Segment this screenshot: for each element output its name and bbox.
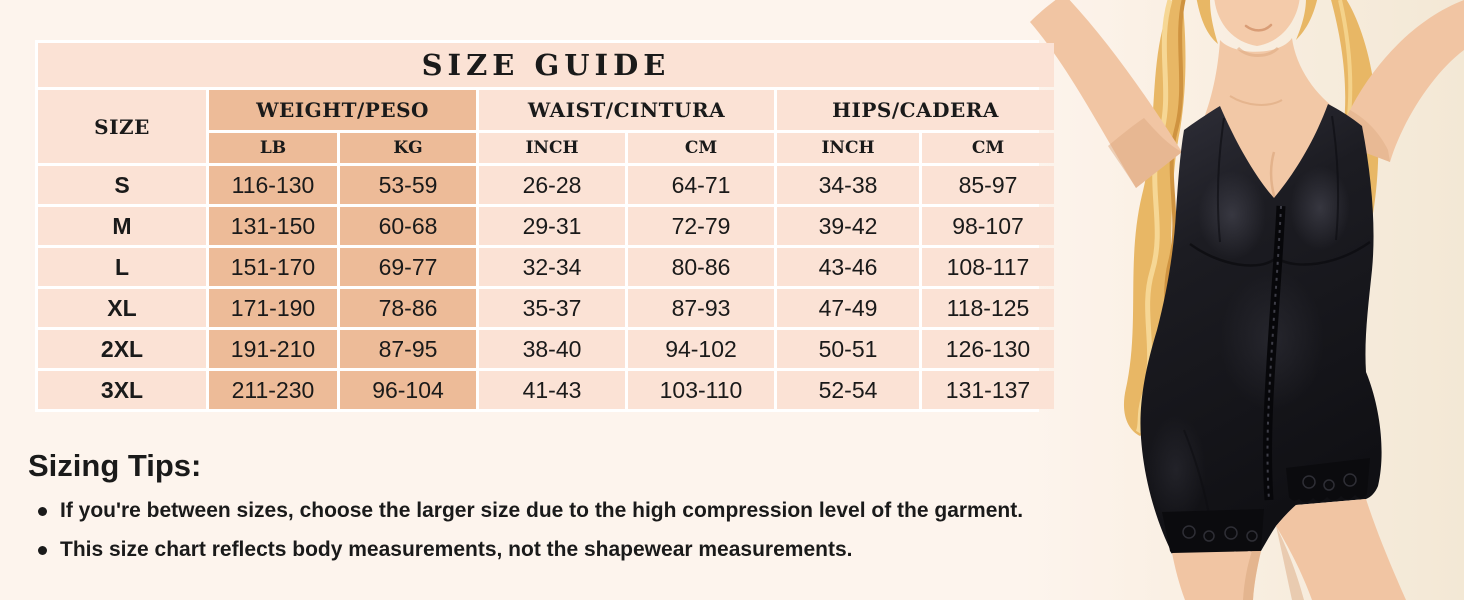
- table-cell: 87-93: [628, 289, 774, 327]
- column-header-weight: WEIGHT/PESO: [209, 90, 476, 130]
- sizing-tips-list: If you're between sizes, choose the larg…: [28, 499, 1063, 562]
- model-photo: [1024, 0, 1464, 600]
- tip-text: This size chart reflects body measuremen…: [60, 538, 853, 561]
- table-cell: 131-137: [922, 371, 1054, 409]
- size-row-label: L: [38, 248, 206, 286]
- model-photo-illustration: [1024, 0, 1464, 600]
- table-cell: 103-110: [628, 371, 774, 409]
- table-cell: 29-31: [479, 207, 625, 245]
- size-row-label: S: [38, 166, 206, 204]
- table-cell: 98-107: [922, 207, 1054, 245]
- table-cell: 96-104: [340, 371, 476, 409]
- size-row-label: M: [38, 207, 206, 245]
- size-guide-title-band: SIZE GUIDE: [38, 43, 1054, 87]
- table-cell: 116-130: [209, 166, 337, 204]
- table-cell: 52-54: [777, 371, 919, 409]
- table-cell: 80-86: [628, 248, 774, 286]
- subheader-kg: KG: [340, 133, 476, 163]
- table-cell: 72-79: [628, 207, 774, 245]
- table-cell: 47-49: [777, 289, 919, 327]
- tip-text: If you're between sizes, choose the larg…: [60, 499, 1024, 522]
- subheader-waist-inch: INCH: [479, 133, 625, 163]
- table-cell: 211-230: [209, 371, 337, 409]
- bullet-icon: [38, 545, 47, 555]
- sizing-tips-heading: Sizing Tips:: [28, 448, 202, 483]
- table-cell: 35-37: [479, 289, 625, 327]
- list-item: If you're between sizes, choose the larg…: [28, 499, 1063, 523]
- table-cell: 78-86: [340, 289, 476, 327]
- table-cell: 64-71: [628, 166, 774, 204]
- table-cell: 131-150: [209, 207, 337, 245]
- page-title: SIZE GUIDE: [421, 48, 671, 82]
- column-header-hips: HIPS/CADERA: [777, 90, 1054, 130]
- model-legs: [1172, 499, 1406, 600]
- table-cell: 39-42: [777, 207, 919, 245]
- table-cell: 108-117: [922, 248, 1054, 286]
- table-cell: 94-102: [628, 330, 774, 368]
- subheader-waist-cm: CM: [628, 133, 774, 163]
- table-cell: 171-190: [209, 289, 337, 327]
- table-cell: 60-68: [340, 207, 476, 245]
- table-cell: 38-40: [479, 330, 625, 368]
- list-item: This size chart reflects body measuremen…: [28, 538, 1063, 562]
- table-cell: 50-51: [777, 330, 919, 368]
- table-cell: 69-77: [340, 248, 476, 286]
- bullet-icon: [38, 506, 47, 516]
- column-header-waist: WAIST/CINTURA: [479, 90, 774, 130]
- column-header-size: SIZE: [38, 90, 206, 163]
- subheader-hips-cm: CM: [922, 133, 1054, 163]
- table-cell: 191-210: [209, 330, 337, 368]
- shapewear-bodysuit: [1140, 104, 1382, 553]
- subheader-hips-inch: INCH: [777, 133, 919, 163]
- subheader-lb: LB: [209, 133, 337, 163]
- table-cell: 43-46: [777, 248, 919, 286]
- table-cell: 26-28: [479, 166, 625, 204]
- sizing-tips-section: Sizing Tips: If you're between sizes, ch…: [28, 448, 1063, 562]
- table-cell: 85-97: [922, 166, 1054, 204]
- hook-closure: [1263, 205, 1286, 501]
- table-cell: 41-43: [479, 371, 625, 409]
- lace-trim: [1162, 458, 1370, 558]
- size-row-label: XL: [38, 289, 206, 327]
- size-table: SIZE GUIDE SIZE WEIGHT/PESO WAIST/CINTUR…: [35, 40, 1054, 412]
- table-cell: 151-170: [209, 248, 337, 286]
- table-cell: 126-130: [922, 330, 1054, 368]
- table-cell: 118-125: [922, 289, 1054, 327]
- table-cell: 34-38: [777, 166, 919, 204]
- size-row-label: 2XL: [38, 330, 206, 368]
- table-cell: 53-59: [340, 166, 476, 204]
- table-cell: 32-34: [479, 248, 625, 286]
- size-row-label: 3XL: [38, 371, 206, 409]
- table-cell: 87-95: [340, 330, 476, 368]
- size-guide-content: SIZE GUIDE SIZE WEIGHT/PESO WAIST/CINTUR…: [28, 40, 1063, 562]
